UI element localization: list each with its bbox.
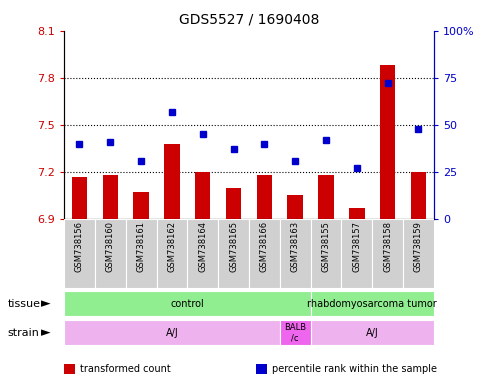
Text: GSM738161: GSM738161 [137, 221, 145, 272]
Text: GSM738166: GSM738166 [260, 221, 269, 272]
Text: ►: ► [40, 326, 50, 339]
Bar [411, 172, 426, 219]
Text: GSM738159: GSM738159 [414, 221, 423, 272]
Text: A/J: A/J [166, 328, 178, 338]
Text: GSM738164: GSM738164 [198, 221, 207, 272]
Bar [103, 175, 118, 219]
Bar [311, 291, 434, 316]
Text: ►: ► [40, 297, 50, 310]
Bar [349, 208, 364, 219]
Bar [280, 320, 311, 345]
Bar [64, 320, 280, 345]
Bar [64, 219, 95, 288]
Text: GSM738163: GSM738163 [291, 221, 300, 272]
Bar [95, 219, 126, 288]
Text: GSM738157: GSM738157 [352, 221, 361, 272]
Text: GSM738160: GSM738160 [106, 221, 115, 272]
Bar [311, 320, 434, 345]
Bar [249, 219, 280, 288]
Text: GSM738162: GSM738162 [168, 221, 176, 272]
Bar [380, 65, 395, 219]
Bar [218, 219, 249, 288]
Text: GSM738158: GSM738158 [383, 221, 392, 272]
Text: GSM738155: GSM738155 [321, 221, 330, 272]
Bar [280, 219, 311, 288]
Bar [372, 219, 403, 288]
Bar [64, 291, 311, 316]
Bar [226, 187, 241, 219]
Text: A/J: A/J [366, 328, 379, 338]
Bar [134, 192, 149, 219]
Text: GSM738156: GSM738156 [75, 221, 84, 272]
Text: GSM738165: GSM738165 [229, 221, 238, 272]
Text: percentile rank within the sample: percentile rank within the sample [272, 364, 437, 374]
Text: rhabdomyosarcoma tumor: rhabdomyosarcoma tumor [307, 299, 437, 309]
Bar [164, 144, 179, 219]
Title: GDS5527 / 1690408: GDS5527 / 1690408 [179, 13, 319, 27]
Bar [187, 219, 218, 288]
Text: BALB
/c: BALB /c [284, 323, 306, 342]
Bar [257, 175, 272, 219]
Bar [72, 177, 87, 219]
Text: strain: strain [7, 328, 39, 338]
Text: tissue: tissue [7, 299, 40, 309]
Bar [195, 172, 211, 219]
Bar [403, 219, 434, 288]
Bar [318, 175, 334, 219]
Bar [287, 195, 303, 219]
Bar [157, 219, 187, 288]
Text: transformed count: transformed count [80, 364, 171, 374]
Bar [126, 219, 157, 288]
Text: control: control [171, 299, 204, 309]
Bar [341, 219, 372, 288]
Bar [311, 219, 341, 288]
